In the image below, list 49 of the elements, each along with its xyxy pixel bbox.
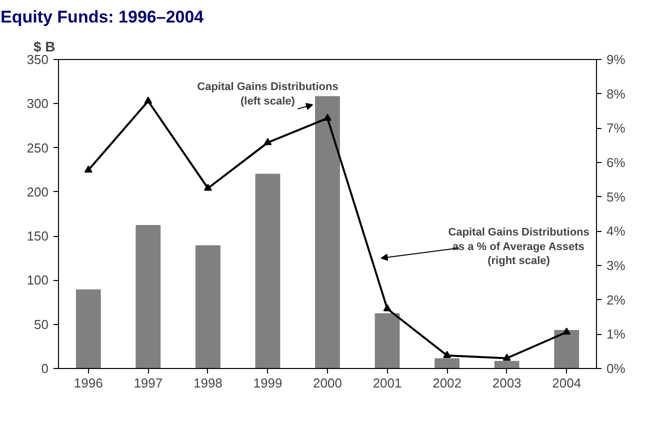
y2-tick-label: 1% [606,326,626,342]
y-tick-label: 300 [26,96,49,112]
bar [315,96,340,368]
y-tick-label: 150 [26,228,49,244]
y-axis-title: $ B [34,38,56,54]
bar [434,358,460,368]
legend-label: Capital Gains Distributions as a % of Average Assets (right scale) [448,226,590,268]
bar [494,360,520,368]
x-tick-label: 1996 [74,376,103,390]
x-tick-label: 2000 [313,376,342,390]
y2-tick-label: 0% [606,361,626,376]
y-tick-label: 0 [41,361,49,376]
y-tick-label: 250 [26,140,49,156]
y-tick-label: 100 [26,272,49,288]
bar [554,330,580,368]
bar [255,174,280,368]
bar [136,224,161,368]
point [383,304,392,312]
x-tick-label: 2003 [492,376,522,390]
y2-tick-label: 8% [606,86,626,102]
x-tick-label: 1998 [193,376,222,390]
y-tick-label: 350 [26,52,49,67]
bar [76,289,101,368]
point [84,166,92,173]
y2-tick-label: 5% [606,189,626,204]
bar [374,313,400,368]
y2-tick-label: 3% [606,258,626,273]
y2-tick-label: 2% [606,292,626,308]
point [562,328,571,335]
chart-title: Equity Funds: 1996–2004 [0,8,204,26]
series-label: Capital Gains Distributions (left scale) [197,81,338,108]
point [502,354,511,361]
x-tick-label: 2001 [372,376,402,390]
x-tick-label: 2004 [552,376,582,390]
bar [195,245,220,368]
x-tick-label: 1997 [134,376,163,390]
y2-tick-label: 9% [606,52,626,67]
x-tick-label: 1999 [253,376,282,390]
y-tick-label: 200 [26,184,49,200]
point [443,350,452,358]
x-tick-label: 2002 [432,376,462,390]
point [144,96,152,104]
y2-tick-label: 7% [606,120,626,136]
y2-tick-label: 4% [606,224,626,239]
point [264,138,272,146]
point [204,184,212,191]
y-tick-label: 50 [34,316,49,332]
point [324,114,332,121]
y2-tick-label: 6% [606,155,626,170]
